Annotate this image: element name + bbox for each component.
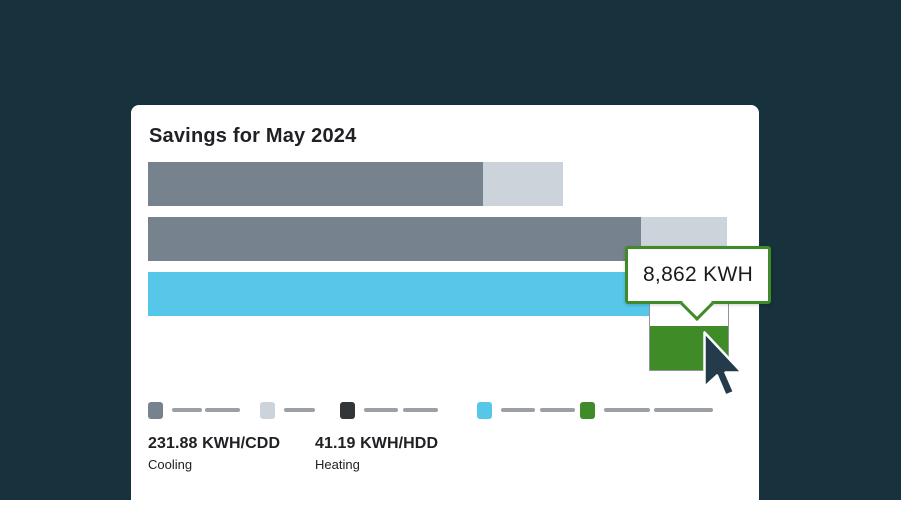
legend-placeholder-dash [540, 408, 575, 412]
cooling-value: 231.88 KWH/CDD [148, 435, 281, 452]
legend-placeholder-dash [364, 408, 398, 412]
row-2-segment-bar_dark[interactable] [148, 217, 641, 261]
legend-swatch-bar_blue[interactable] [477, 402, 492, 419]
legend-placeholder-dash [403, 408, 438, 412]
heating-label: Heating [315, 457, 360, 472]
mouse-cursor-icon [703, 331, 744, 397]
cooling-label: Cooling [148, 457, 193, 472]
savings-card: Savings for May 2024 8,862 KWH 231.88 KW… [131, 105, 771, 525]
cooling-stat: 231.88 KWH/CDD Cooling [148, 435, 280, 472]
card-title: Savings for May 2024 [149, 125, 357, 147]
legend-placeholder-dash [205, 408, 240, 412]
legend-placeholder-dash [284, 408, 315, 412]
legend-placeholder-dash [172, 408, 202, 412]
heating-value: 41.19 KWH/HDD [315, 435, 439, 452]
legend-placeholder-dash [654, 408, 713, 412]
heating-stat: 41.19 KWH/HDD Heating [315, 435, 438, 472]
legend-placeholder-dash [501, 408, 535, 412]
legend-swatch-bar_green[interactable] [580, 402, 595, 419]
row-1-segment-bar_light[interactable] [483, 162, 563, 206]
legend-placeholder-dash [604, 408, 650, 412]
legend-swatch-bar_light[interactable] [260, 402, 275, 419]
tooltip-value: 8,862 KWH [642, 263, 754, 286]
legend-swatch-legend_dark[interactable] [340, 402, 355, 419]
row-3-segment-bar_blue[interactable] [148, 272, 649, 316]
row-1-segment-bar_dark[interactable] [148, 162, 483, 206]
legend-swatch-bar_dark[interactable] [148, 402, 163, 419]
